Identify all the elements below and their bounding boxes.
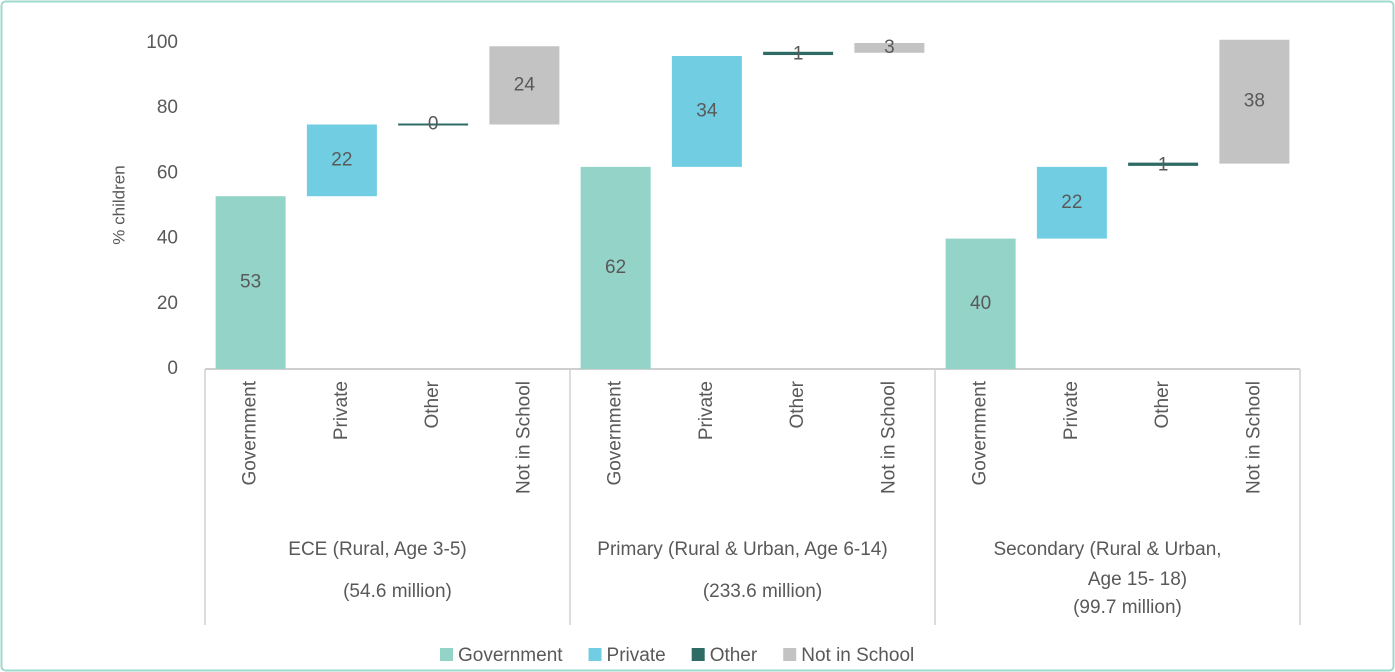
x-tick-label: Not in School (513, 381, 534, 494)
group-label: Age 15- 18) (1088, 569, 1187, 590)
legend-swatch (783, 648, 797, 661)
x-tick-label: Other (422, 380, 443, 428)
legend-swatch (588, 648, 602, 661)
y-tick-label: 40 (157, 228, 178, 249)
y-tick-label: 100 (146, 32, 178, 53)
x-tick-label: Government (240, 380, 261, 485)
data-label: 40 (970, 293, 991, 314)
bar (215, 196, 286, 369)
data-label: 38 (1244, 91, 1265, 112)
bar (671, 56, 742, 167)
data-label: 53 (240, 272, 261, 293)
data-label: 62 (605, 257, 626, 278)
bar (854, 43, 925, 53)
data-label: 1 (793, 43, 804, 64)
x-tick-label: Not in School (1243, 381, 1264, 494)
y-tick-label: 20 (157, 293, 178, 314)
y-axis-label: % children (109, 165, 128, 244)
legend-label: Private (607, 645, 666, 666)
x-tick-label: Private (1061, 381, 1082, 440)
bar (580, 166, 651, 369)
x-tick-label: Other (1152, 380, 1173, 428)
bar (763, 51, 834, 56)
x-tick-label: Government (605, 380, 626, 485)
group-label: ECE (Rural, Age 3-5) (288, 539, 466, 560)
legend-label: Other (710, 645, 758, 666)
data-label: 3 (884, 37, 895, 58)
legend-label: Not in School (801, 645, 914, 666)
data-label: 1 (1158, 154, 1169, 175)
data-label: 22 (1061, 192, 1082, 213)
x-tick-label: Private (331, 381, 352, 440)
legend-label: Government (458, 645, 563, 666)
data-label: 34 (696, 100, 718, 121)
x-tick-label: Not in School (878, 381, 899, 494)
bar (398, 123, 469, 126)
bar (1219, 39, 1290, 164)
data-label: 24 (514, 74, 536, 95)
legend-swatch (440, 648, 453, 661)
x-tick-label: Government (970, 380, 991, 485)
data-label: 22 (331, 149, 352, 170)
y-tick-label: 60 (157, 162, 178, 183)
legend-swatch (691, 648, 705, 661)
x-tick-label: Other (787, 380, 808, 428)
bar (945, 238, 1016, 369)
bar (489, 46, 560, 125)
group-label: Primary (Rural & Urban, Age 6-14) (597, 539, 887, 560)
group-label: (99.7 million) (1073, 597, 1182, 618)
y-tick-label: 0 (167, 358, 178, 379)
x-tick-label: Private (696, 381, 717, 440)
bar (1128, 162, 1199, 166)
group-label: (233.6 million) (703, 581, 822, 602)
bar (306, 124, 377, 197)
data-label: 0 (428, 114, 439, 135)
group-label: (54.6 million) (343, 581, 452, 602)
bar (1036, 166, 1107, 239)
y-tick-label: 80 (157, 97, 178, 118)
group-label: Secondary (Rural & Urban, (993, 539, 1221, 560)
